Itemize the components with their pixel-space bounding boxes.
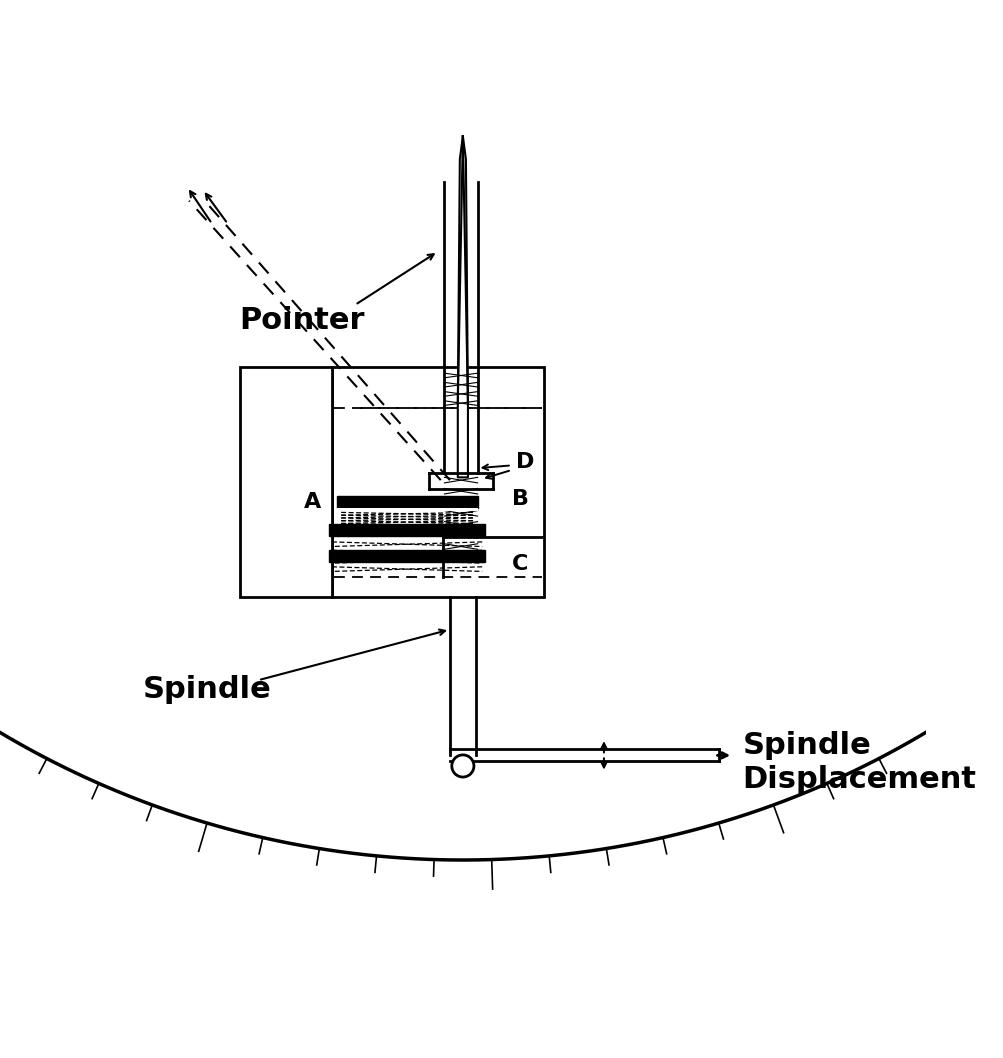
Bar [240, 367, 332, 597]
Text: Pointer: Pointer [240, 306, 365, 335]
Bar [336, 496, 477, 508]
Bar [329, 525, 484, 536]
Text: D: D [516, 452, 535, 472]
Text: Spindle: Spindle [142, 675, 272, 704]
Bar [336, 508, 477, 511]
Text: C: C [512, 553, 528, 573]
Text: B: B [512, 489, 529, 509]
Text: A: A [304, 492, 321, 512]
Text: Spindle
Displacement: Spindle Displacement [741, 731, 975, 794]
Polygon shape [457, 136, 467, 477]
Circle shape [451, 755, 473, 777]
Bar [329, 550, 484, 562]
Bar [332, 367, 544, 597]
